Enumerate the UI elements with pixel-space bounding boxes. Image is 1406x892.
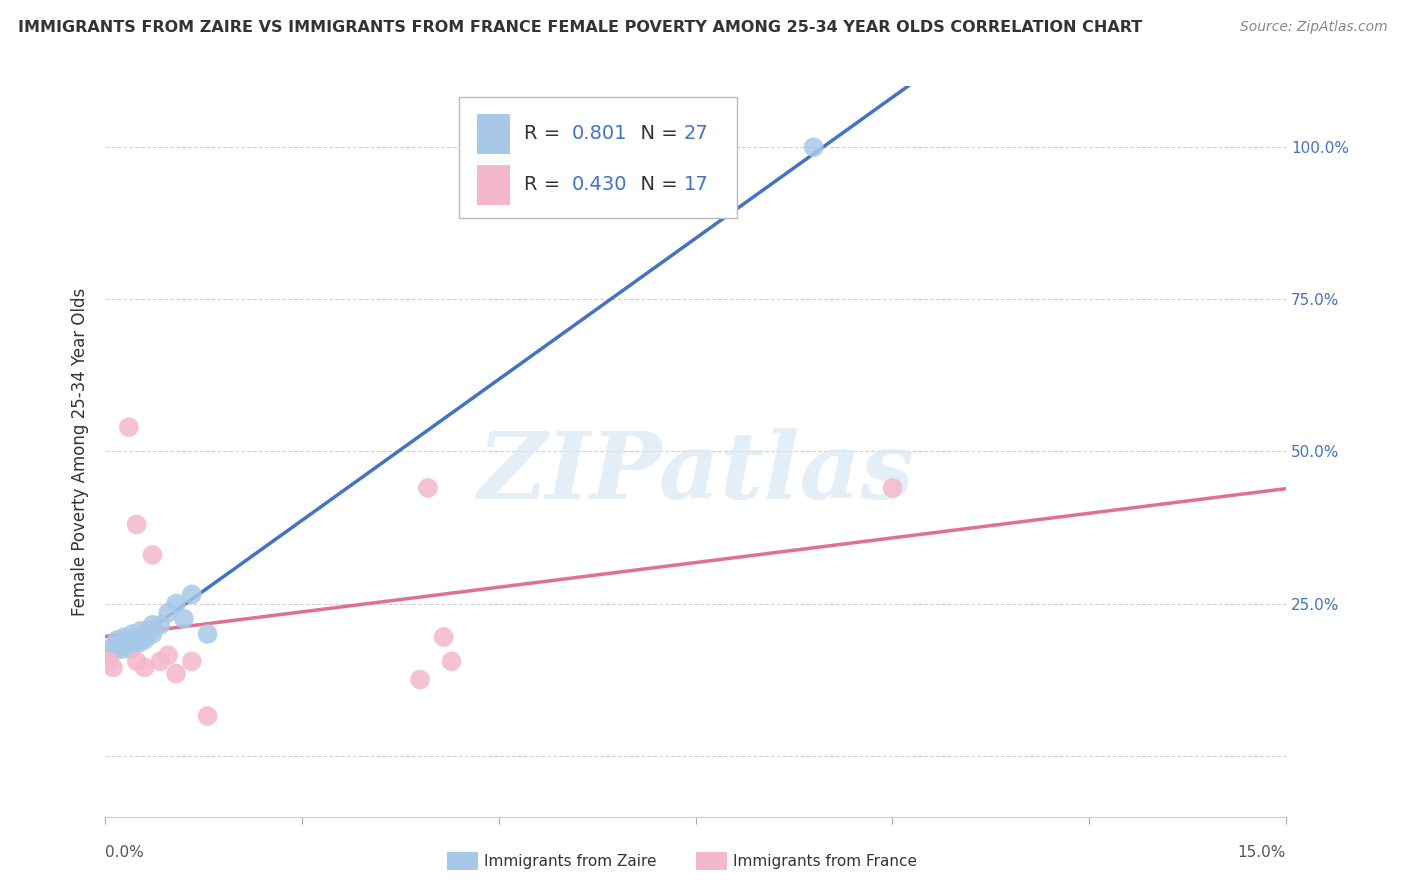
Text: N =: N =: [628, 176, 685, 194]
Text: R =: R =: [524, 176, 574, 194]
Point: [149, 654, 172, 668]
Text: IMMIGRANTS FROM ZAIRE VS IMMIGRANTS FROM FRANCE FEMALE POVERTY AMONG 25-34 YEAR : IMMIGRANTS FROM ZAIRE VS IMMIGRANTS FROM…: [18, 20, 1143, 35]
FancyBboxPatch shape: [460, 97, 737, 218]
Text: R =: R =: [524, 124, 574, 144]
Point: [141, 627, 163, 641]
Point: [197, 709, 219, 723]
Text: 0.0%: 0.0%: [105, 845, 143, 860]
Point: [121, 627, 143, 641]
Text: N =: N =: [628, 124, 685, 144]
Point: [409, 673, 432, 687]
Text: ZIPatlas: ZIPatlas: [477, 428, 914, 518]
Point: [110, 642, 132, 657]
Point: [127, 636, 149, 650]
Point: [134, 630, 156, 644]
Point: [141, 618, 163, 632]
Point: [125, 654, 148, 668]
Point: [110, 636, 132, 650]
Point: [134, 660, 156, 674]
Point: [98, 648, 121, 663]
Point: [803, 140, 825, 154]
Point: [157, 648, 180, 663]
Point: [125, 633, 148, 648]
Point: [149, 618, 172, 632]
Text: 15.0%: 15.0%: [1237, 845, 1286, 860]
Text: Immigrants from France: Immigrants from France: [733, 855, 917, 869]
Point: [101, 660, 124, 674]
Point: [165, 666, 187, 681]
Point: [98, 654, 121, 668]
Bar: [477, 114, 510, 154]
Bar: [477, 165, 510, 205]
Text: Source: ZipAtlas.com: Source: ZipAtlas.com: [1240, 20, 1388, 34]
Point: [125, 517, 148, 532]
Point: [134, 633, 156, 648]
Point: [101, 639, 124, 653]
Point: [416, 481, 439, 495]
Point: [180, 587, 202, 601]
Text: 17: 17: [683, 176, 709, 194]
Point: [118, 633, 141, 648]
Point: [114, 630, 136, 644]
Point: [138, 624, 160, 638]
Text: 27: 27: [683, 124, 709, 144]
Point: [125, 630, 148, 644]
Point: [197, 627, 219, 641]
Point: [180, 654, 202, 668]
Point: [440, 654, 463, 668]
Point: [882, 481, 904, 495]
Point: [104, 642, 127, 657]
Point: [118, 420, 141, 434]
Point: [173, 612, 195, 626]
Text: 0.801: 0.801: [572, 124, 627, 144]
Point: [157, 606, 180, 620]
Point: [433, 630, 456, 644]
Point: [105, 633, 128, 648]
Point: [120, 642, 142, 657]
Text: 0.430: 0.430: [572, 176, 627, 194]
Text: Immigrants from Zaire: Immigrants from Zaire: [484, 855, 657, 869]
Y-axis label: Female Poverty Among 25-34 Year Olds: Female Poverty Among 25-34 Year Olds: [72, 287, 89, 615]
Point: [165, 597, 187, 611]
Point: [129, 624, 152, 638]
Point: [118, 636, 141, 650]
Point: [141, 548, 163, 562]
